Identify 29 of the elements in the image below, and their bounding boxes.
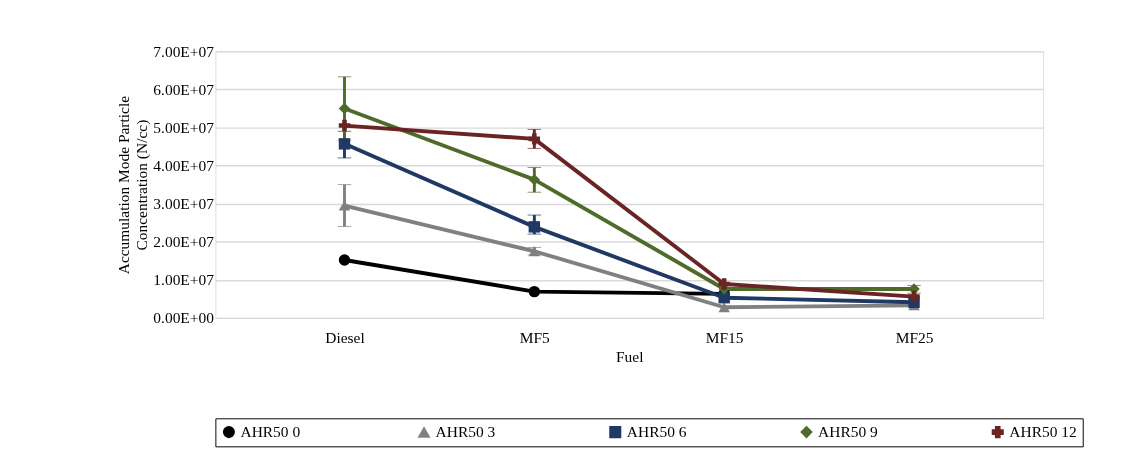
legend-label: AHR50 6 — [626, 422, 687, 440]
point — [908, 290, 920, 303]
y-tick-label: 6.00E+07 — [153, 80, 215, 98]
y-tick-label: 1.00E+07 — [153, 271, 215, 289]
x-axis-title: Fuel — [616, 347, 644, 365]
legend-label: AHR50 9 — [818, 422, 878, 440]
point — [718, 292, 730, 304]
y-tick-label: 0.00E+00 — [153, 309, 215, 327]
point — [718, 278, 730, 290]
legend-label: AHR50 0 — [240, 422, 301, 440]
y-tick-label: 3.00E+07 — [153, 194, 215, 212]
point — [338, 254, 351, 266]
y-tick-label: 7.00E+07 — [153, 42, 215, 60]
point — [528, 285, 541, 298]
legend-label: AHR50 3 — [435, 423, 496, 441]
point — [338, 119, 351, 132]
y-tick-label: 5.00E+07 — [153, 118, 215, 136]
y-tick-label: 2.00E+07 — [153, 233, 215, 251]
legend-label: AHR50 12 — [1009, 422, 1077, 440]
x-tick-label: MF25 — [895, 328, 934, 346]
x-tick-label: Diesel — [325, 328, 365, 346]
point — [718, 302, 730, 313]
x-tick-label: MF5 — [519, 328, 551, 346]
point — [528, 133, 541, 145]
y-axis-title: Accumulation Mode Particle Concentration (N/cc) — [115, 95, 151, 275]
x-tick-label: MF15 — [705, 328, 744, 346]
y-tick-label: 4.00E+07 — [153, 156, 215, 174]
point — [338, 138, 351, 150]
point — [528, 221, 541, 233]
